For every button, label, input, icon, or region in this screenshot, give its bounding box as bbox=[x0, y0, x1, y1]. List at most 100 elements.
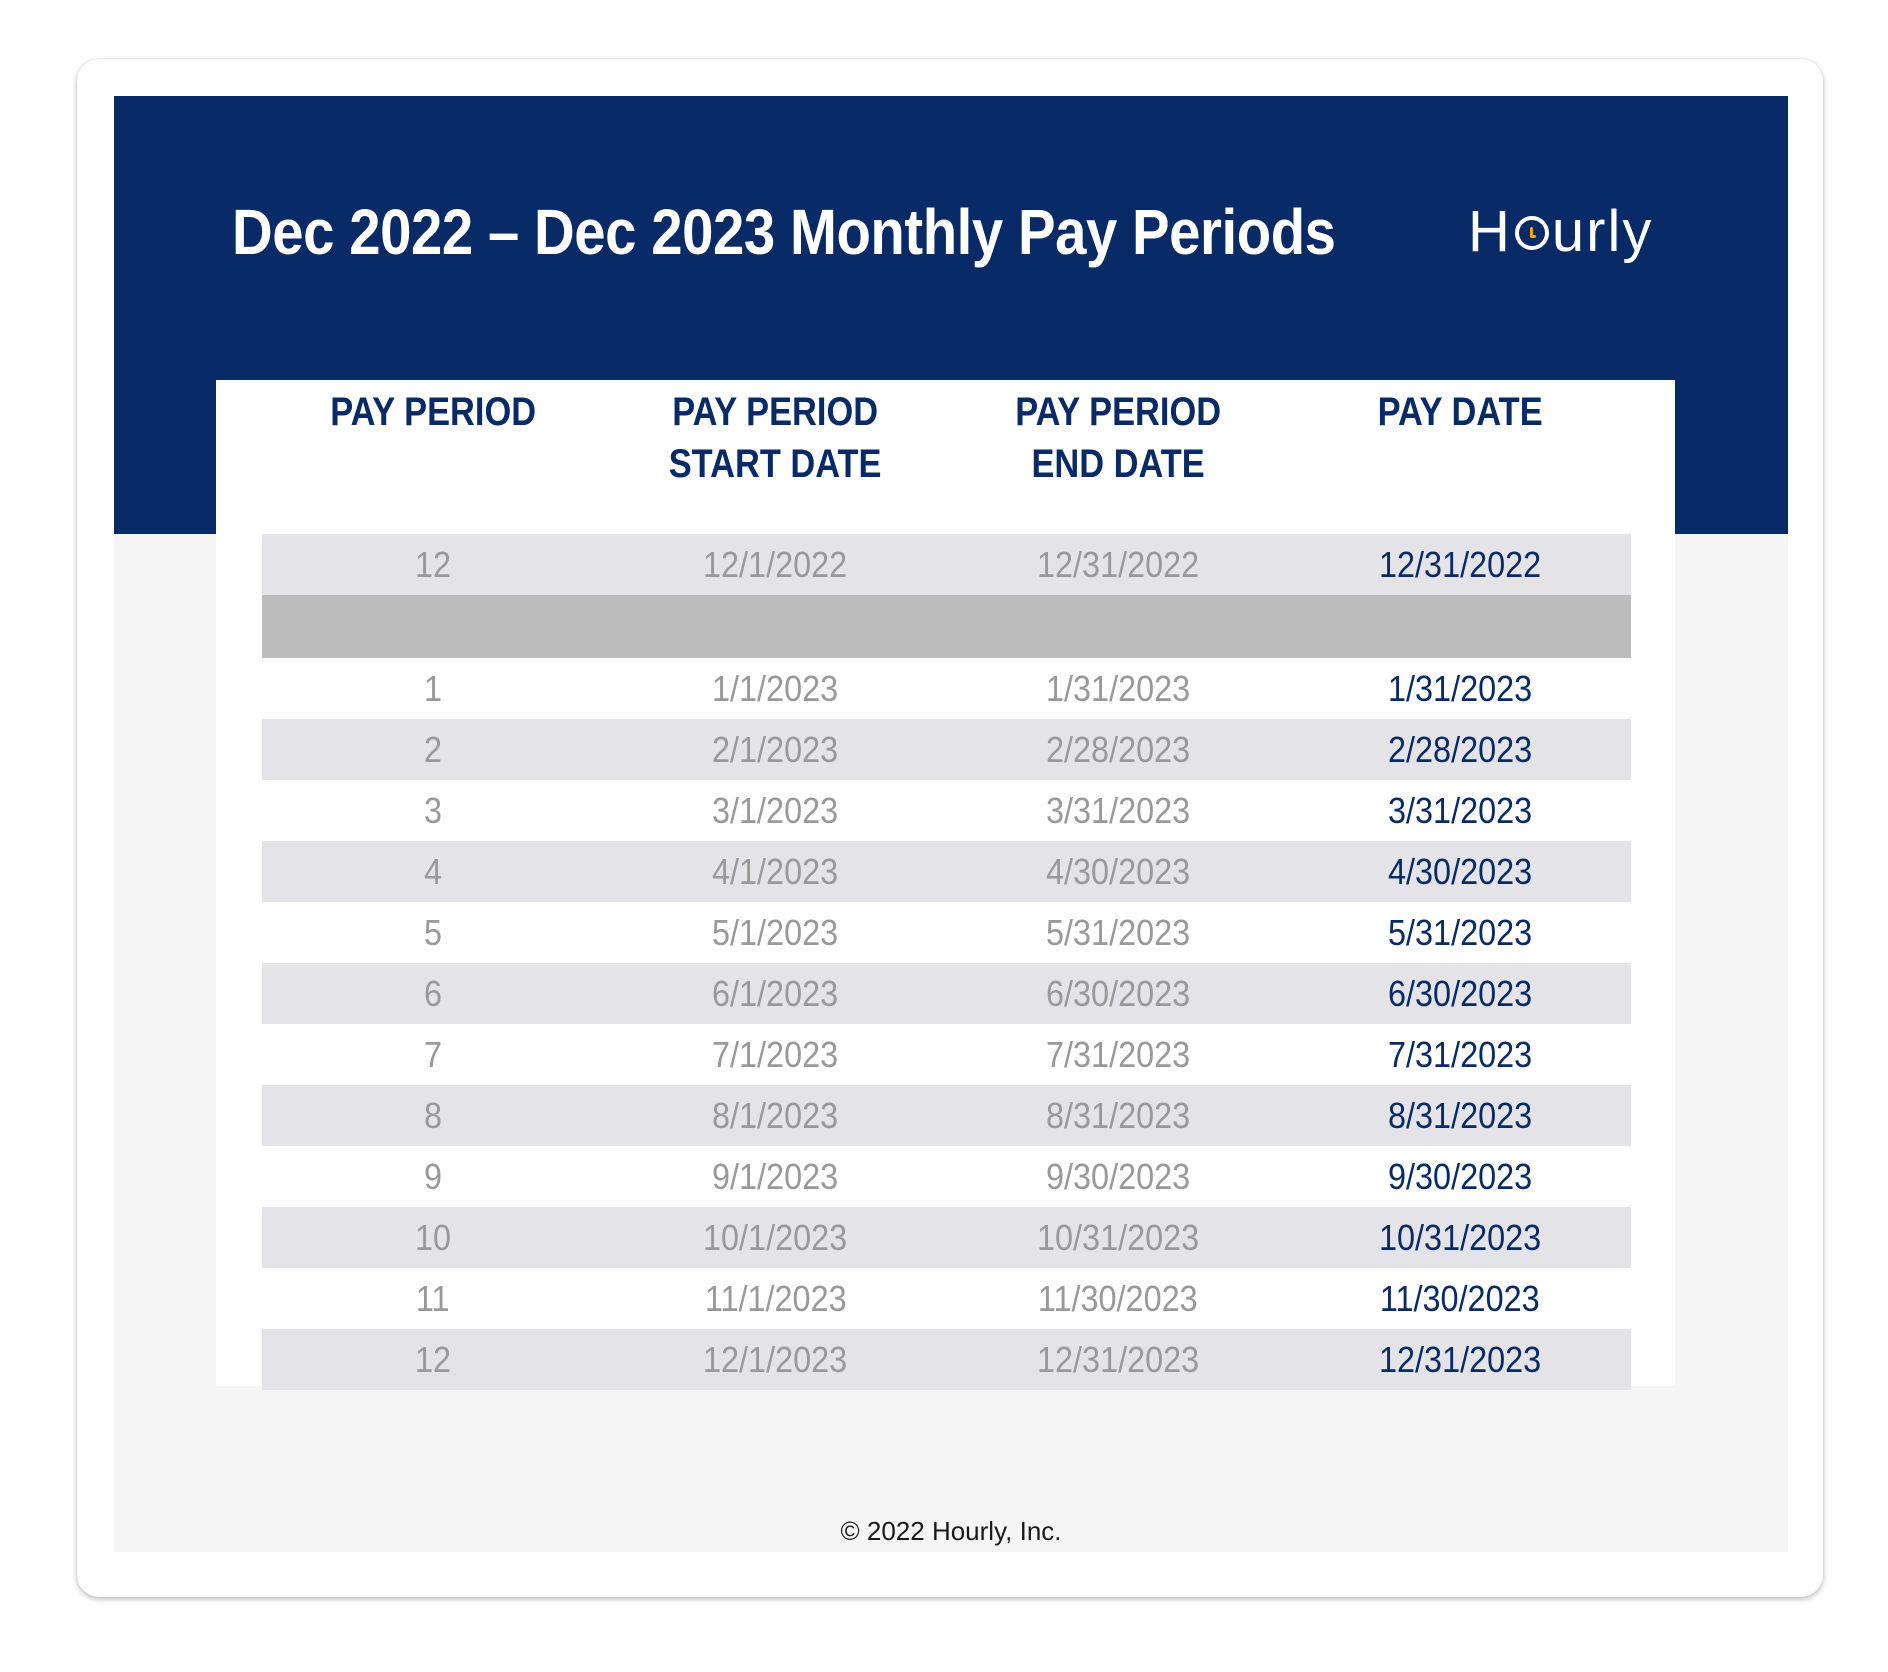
cell-pay-date: 2/28/2023 bbox=[1289, 729, 1631, 771]
cell-end: 1/31/2023 bbox=[947, 668, 1289, 710]
column-header-pay-period: PAY PERIOD bbox=[262, 380, 604, 534]
cell-start: 7/1/2023 bbox=[604, 1034, 946, 1076]
clock-hand-icon bbox=[1529, 227, 1533, 237]
cell-text: 12/1/2022 bbox=[703, 543, 848, 585]
cell-start: 10/1/2023 bbox=[604, 1217, 946, 1259]
cell-text: 1/31/2023 bbox=[1387, 667, 1532, 709]
logo-text-start: H bbox=[1468, 199, 1512, 264]
column-header-start-date: PAY PERIOD START DATE bbox=[604, 380, 946, 534]
cell-text: 9/1/2023 bbox=[712, 1155, 839, 1197]
hourly-logo: H urly bbox=[1468, 196, 1653, 268]
cell-start: 2/1/2023 bbox=[604, 729, 946, 771]
cell-text: 5 bbox=[424, 911, 443, 953]
cell-text: 3 bbox=[424, 789, 443, 831]
cell-text: 12 bbox=[415, 543, 452, 585]
cell-text: 9/30/2023 bbox=[1387, 1155, 1532, 1197]
cell-text: 11/1/2023 bbox=[704, 1277, 847, 1319]
cell-text: 8/1/2023 bbox=[712, 1094, 839, 1136]
logo-text-end: urly bbox=[1551, 199, 1654, 264]
cell-text: 9/30/2023 bbox=[1045, 1155, 1190, 1197]
cell-text: 5/31/2023 bbox=[1387, 911, 1532, 953]
year-separator bbox=[262, 595, 1631, 658]
cell-text: 12/31/2022 bbox=[1378, 543, 1541, 585]
cell-pay-date: 11/30/2023 bbox=[1289, 1278, 1631, 1320]
table-body: 12 12/1/2022 12/31/2022 12/31/2022 1 1/1… bbox=[262, 534, 1631, 1390]
cell-text: 8/31/2023 bbox=[1045, 1094, 1190, 1136]
cell-text: 6 bbox=[424, 972, 443, 1014]
pay-period-sheet: Dec 2022 – Dec 2023 Monthly Pay Periods … bbox=[114, 96, 1788, 1552]
cell-start: 5/1/2023 bbox=[604, 912, 946, 954]
column-header-line: PAY DATE bbox=[1377, 390, 1543, 434]
table-row: 8 8/1/2023 8/31/2023 8/31/2023 bbox=[262, 1085, 1631, 1146]
cell-end: 4/30/2023 bbox=[947, 851, 1289, 893]
cell-text: 4 bbox=[424, 850, 443, 892]
cell-pay-date: 12/31/2022 bbox=[1289, 544, 1631, 586]
column-header-line: START DATE bbox=[668, 442, 882, 486]
cell-text: 11/30/2023 bbox=[1379, 1277, 1540, 1319]
cell-text: 1 bbox=[424, 667, 443, 709]
cell-end: 5/31/2023 bbox=[947, 912, 1289, 954]
table-row: 3 3/1/2023 3/31/2023 3/31/2023 bbox=[262, 780, 1631, 841]
clock-hand-minute-icon bbox=[1529, 235, 1536, 238]
cell-text: 3/1/2023 bbox=[712, 789, 839, 831]
cell-text: 8/31/2023 bbox=[1387, 1094, 1532, 1136]
cell-text: 8 bbox=[424, 1094, 443, 1136]
cell-end: 3/31/2023 bbox=[947, 790, 1289, 832]
cell-period: 6 bbox=[262, 973, 604, 1015]
copyright-footer: © 2022 Hourly, Inc. bbox=[840, 1516, 1062, 1546]
column-header-pay-date: PAY DATE bbox=[1289, 380, 1631, 534]
cell-text: 11/30/2023 bbox=[1037, 1277, 1198, 1319]
table-row: 12 12/1/2023 12/31/2023 12/31/2023 bbox=[262, 1329, 1631, 1390]
cell-text: 10/1/2023 bbox=[703, 1216, 848, 1258]
cell-period: 5 bbox=[262, 912, 604, 954]
cell-start: 12/1/2022 bbox=[604, 544, 946, 586]
cell-text: 5/31/2023 bbox=[1045, 911, 1190, 953]
cell-pay-date: 8/31/2023 bbox=[1289, 1095, 1631, 1137]
column-header-line: PAY PERIOD bbox=[672, 390, 879, 434]
table-rows: 1 1/1/2023 1/31/2023 1/31/2023 2 2/1/202… bbox=[262, 658, 1631, 1390]
table-row: 1 1/1/2023 1/31/2023 1/31/2023 bbox=[262, 658, 1631, 719]
table-row: 11 11/1/2023 11/30/2023 11/30/2023 bbox=[262, 1268, 1631, 1329]
column-header-line: PAY PERIOD bbox=[1014, 390, 1221, 434]
cell-text: 2 bbox=[424, 728, 443, 770]
cell-period: 9 bbox=[262, 1156, 604, 1198]
cell-pay-date: 1/31/2023 bbox=[1289, 668, 1631, 710]
cell-text: 12/31/2023 bbox=[1378, 1338, 1541, 1380]
cell-end: 9/30/2023 bbox=[947, 1156, 1289, 1198]
cell-text: 12/1/2023 bbox=[703, 1338, 848, 1380]
cell-period: 12 bbox=[262, 1339, 604, 1381]
cell-text: 11 bbox=[416, 1277, 450, 1319]
table-row: 2 2/1/2023 2/28/2023 2/28/2023 bbox=[262, 719, 1631, 780]
cell-end: 12/31/2023 bbox=[947, 1339, 1289, 1381]
cell-pay-date: 5/31/2023 bbox=[1289, 912, 1631, 954]
cell-period: 11 bbox=[262, 1278, 604, 1320]
cell-pay-date: 4/30/2023 bbox=[1289, 851, 1631, 893]
cell-start: 8/1/2023 bbox=[604, 1095, 946, 1137]
page-title: Dec 2022 – Dec 2023 Monthly Pay Periods bbox=[232, 196, 1336, 268]
table-row: 5 5/1/2023 5/31/2023 5/31/2023 bbox=[262, 902, 1631, 963]
table-row: 4 4/1/2023 4/30/2023 4/30/2023 bbox=[262, 841, 1631, 902]
pay-periods-table: PAY PERIOD PAY PERIOD START DATE PAY PER… bbox=[216, 380, 1675, 1390]
table-header: PAY PERIOD PAY PERIOD START DATE PAY PER… bbox=[262, 380, 1631, 534]
cell-text: 7/31/2023 bbox=[1387, 1033, 1532, 1075]
table-row: 10 10/1/2023 10/31/2023 10/31/2023 bbox=[262, 1207, 1631, 1268]
cell-period: 8 bbox=[262, 1095, 604, 1137]
table-row: 7 7/1/2023 7/31/2023 7/31/2023 bbox=[262, 1024, 1631, 1085]
cell-start: 6/1/2023 bbox=[604, 973, 946, 1015]
cell-text: 6/1/2023 bbox=[712, 972, 839, 1014]
cell-text: 7 bbox=[424, 1033, 443, 1075]
cell-text: 4/30/2023 bbox=[1387, 850, 1532, 892]
cell-text: 5/1/2023 bbox=[712, 911, 839, 953]
cell-text: 7/31/2023 bbox=[1045, 1033, 1190, 1075]
cell-pay-date: 7/31/2023 bbox=[1289, 1034, 1631, 1076]
cell-text: 3/31/2023 bbox=[1045, 789, 1190, 831]
column-header-end-date: PAY PERIOD END DATE bbox=[947, 380, 1289, 534]
cell-text: 2/1/2023 bbox=[712, 728, 839, 770]
cell-pay-date: 12/31/2023 bbox=[1289, 1339, 1631, 1381]
cell-start: 4/1/2023 bbox=[604, 851, 946, 893]
cell-start: 1/1/2023 bbox=[604, 668, 946, 710]
cell-text: 3/31/2023 bbox=[1387, 789, 1532, 831]
cell-text: 4/1/2023 bbox=[712, 850, 839, 892]
cell-start: 3/1/2023 bbox=[604, 790, 946, 832]
cell-period: 3 bbox=[262, 790, 604, 832]
